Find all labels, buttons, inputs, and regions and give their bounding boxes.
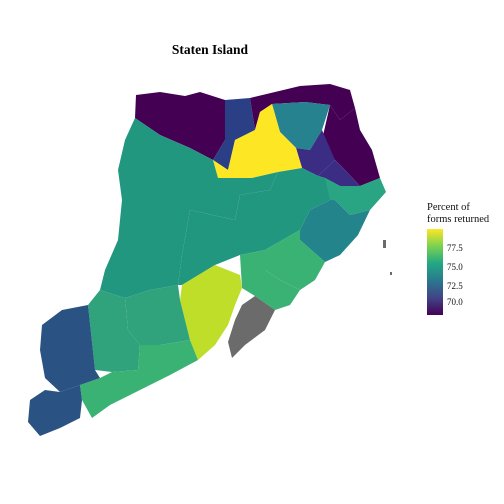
tract-north-west[interactable] — [135, 92, 225, 160]
legend-title-line1: Percent of — [427, 202, 470, 213]
tract-yellow-north[interactable] — [213, 104, 302, 178]
tract-north-west-2[interactable] — [213, 98, 255, 170]
tract-sw-green-2[interactable] — [88, 290, 140, 372]
map-title: Staten Island — [171, 42, 249, 57]
tract-north-east[interactable] — [322, 105, 380, 186]
tract-east-green[interactable] — [325, 178, 386, 215]
tract-west-central[interactable] — [100, 118, 278, 298]
legend-tick: 75.0 — [447, 262, 463, 272]
tract-east-teal[interactable] — [300, 200, 370, 262]
tract-missing[interactable] — [228, 296, 275, 358]
choropleth-map — [28, 84, 392, 436]
legend-title-line2: forms returned — [427, 213, 490, 225]
tract-south-green[interactable] — [80, 340, 198, 418]
tract-ne-purple[interactable] — [296, 130, 335, 176]
island-speck-2 — [390, 272, 392, 275]
tract-ne-purple-2[interactable] — [318, 160, 360, 186]
tract-central-green[interactable] — [178, 168, 340, 285]
legend-tick: 77.5 — [447, 243, 463, 253]
tract-sw-green-1[interactable] — [125, 285, 190, 345]
tract-yellow-green[interactable] — [180, 265, 242, 360]
legend-tick: 72.5 — [447, 281, 463, 291]
legend-color-bar — [427, 229, 443, 315]
tract-north-teal[interactable] — [272, 102, 330, 150]
tract-tip-blue[interactable] — [28, 385, 82, 436]
tract-north-central[interactable] — [250, 84, 355, 130]
tract-southeast-green-2[interactable] — [240, 250, 300, 310]
tract-southeast-green-1[interactable] — [265, 230, 325, 290]
legend-tick: 70.0 — [447, 297, 463, 307]
legend: Percent of forms returned 77.5 75.0 72.5… — [427, 202, 490, 315]
island-speck — [383, 240, 386, 248]
tract-far-west-blue[interactable] — [40, 305, 100, 392]
